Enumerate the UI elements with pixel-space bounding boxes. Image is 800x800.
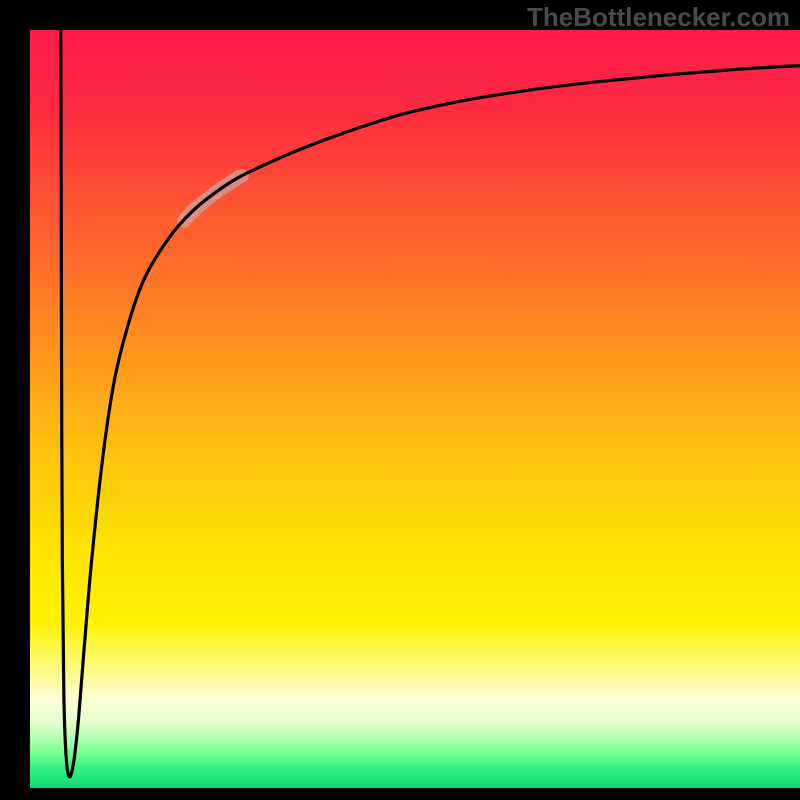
chart-wrapper: TheBottlenecker.com bbox=[0, 0, 800, 800]
attribution-label: TheBottlenecker.com bbox=[527, 2, 790, 33]
bottleneck-chart bbox=[0, 0, 800, 800]
plot-background bbox=[30, 30, 800, 788]
